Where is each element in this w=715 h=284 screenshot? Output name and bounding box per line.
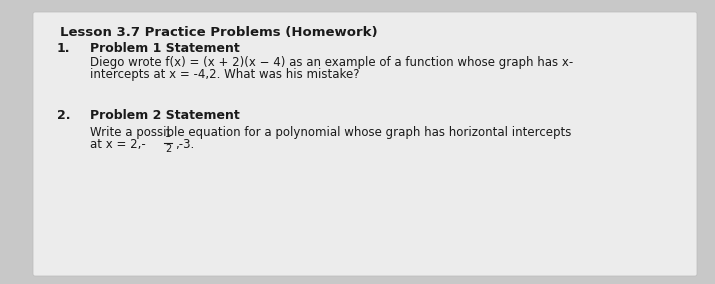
Text: Diego wrote f(x) = (x + 2)(x − 4) as an example of a function whose graph has x-: Diego wrote f(x) = (x + 2)(x − 4) as an …: [90, 56, 573, 69]
Text: at x = 2,-: at x = 2,-: [90, 138, 146, 151]
Text: ,-3.: ,-3.: [175, 138, 194, 151]
Text: 2.: 2.: [57, 109, 71, 122]
Text: Lesson 3.7 Practice Problems (Homework): Lesson 3.7 Practice Problems (Homework): [60, 26, 378, 39]
FancyBboxPatch shape: [33, 12, 697, 276]
Text: intercepts at x = -4,2. What was his mistake?: intercepts at x = -4,2. What was his mis…: [90, 68, 360, 81]
Text: Write a possible equation for a polynomial whose graph has horizontal intercepts: Write a possible equation for a polynomi…: [90, 126, 571, 139]
Text: 2: 2: [165, 144, 171, 154]
Text: 1.: 1.: [57, 42, 71, 55]
Text: Problem 2 Statement: Problem 2 Statement: [90, 109, 240, 122]
Text: 1: 1: [165, 129, 171, 139]
Text: Problem 1 Statement: Problem 1 Statement: [90, 42, 240, 55]
